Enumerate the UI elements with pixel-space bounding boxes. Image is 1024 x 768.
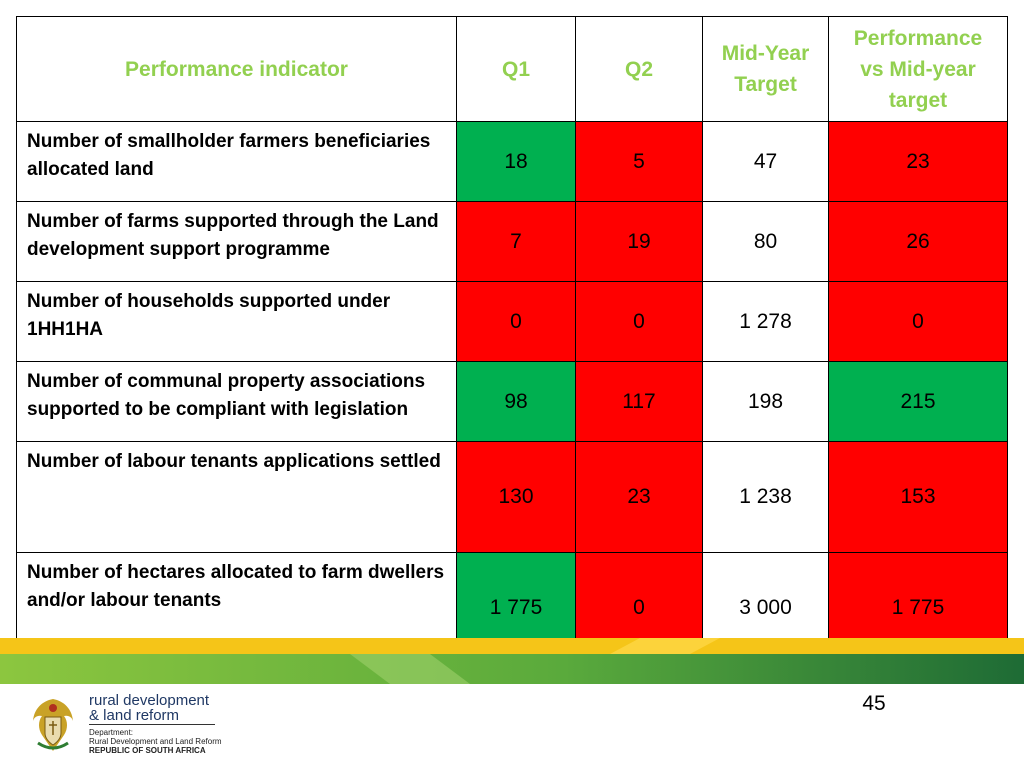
header-performance-vs-target: Performance vs Mid-year target (828, 16, 1008, 122)
department-logo: rural development & land reform Departme… (28, 693, 228, 761)
performance-cell: 215 (828, 361, 1008, 442)
target-cell: 47 (702, 121, 829, 202)
indicator-cell: Number of labour tenants applications se… (16, 441, 457, 553)
target-cell: 1 238 (702, 441, 829, 553)
footer-banner (0, 638, 1024, 684)
logo-dept-label: Department: (89, 728, 134, 737)
performance-cell: 153 (828, 441, 1008, 553)
header-q1: Q1 (456, 16, 576, 122)
q1-cell: 18 (456, 121, 576, 202)
logo-divider (89, 724, 215, 725)
q2-cell: 19 (575, 201, 703, 282)
q1-cell: 0 (456, 281, 576, 362)
target-cell: 198 (702, 361, 829, 442)
indicator-cell: Number of communal property associations… (16, 361, 457, 442)
performance-cell: 23 (828, 121, 1008, 202)
logo-department: Department: Rural Development and Land R… (89, 728, 222, 755)
performance-cell: 26 (828, 201, 1008, 282)
performance-cell: 0 (828, 281, 1008, 362)
header-performance-indicator: Performance indicator (16, 16, 457, 122)
logo-wordmark: rural development & land reform (89, 693, 209, 723)
target-cell: 1 278 (702, 281, 829, 362)
header-mid-year-target: Mid-Year Target (702, 16, 829, 122)
logo-line1: rural development (89, 692, 210, 709)
q2-cell: 117 (575, 361, 703, 442)
indicator-cell: Number of farms supported through the La… (16, 201, 457, 282)
q1-cell: 130 (456, 441, 576, 553)
logo-dept-name: Rural Development and Land Reform (89, 737, 222, 746)
performance-table: Performance indicator Q1 Q2 Mid-Year Tar… (16, 16, 1008, 664)
page-number: 45 (862, 692, 886, 715)
table-row: Number of smallholder farmers beneficiar… (16, 121, 1008, 202)
table-row: Number of farms supported through the La… (16, 201, 1008, 282)
logo-line2: & land reform (89, 707, 180, 724)
indicator-cell: Number of smallholder farmers beneficiar… (16, 121, 457, 202)
q2-cell: 23 (575, 441, 703, 553)
table-row: Number of households supported under 1HH… (16, 281, 1008, 362)
table-row: Number of communal property associations… (16, 361, 1008, 442)
q1-cell: 98 (456, 361, 576, 442)
table-row: Number of labour tenants applications se… (16, 441, 1008, 553)
q2-cell: 5 (575, 121, 703, 202)
logo-country: REPUBLIC OF SOUTH AFRICA (89, 746, 206, 755)
q2-cell: 0 (575, 281, 703, 362)
target-cell: 80 (702, 201, 829, 282)
coat-of-arms-icon (33, 699, 73, 751)
q1-cell: 7 (456, 201, 576, 282)
header-row: Performance indicator Q1 Q2 Mid-Year Tar… (16, 16, 1008, 122)
header-q2: Q2 (575, 16, 703, 122)
indicator-cell: Number of households supported under 1HH… (16, 281, 457, 362)
